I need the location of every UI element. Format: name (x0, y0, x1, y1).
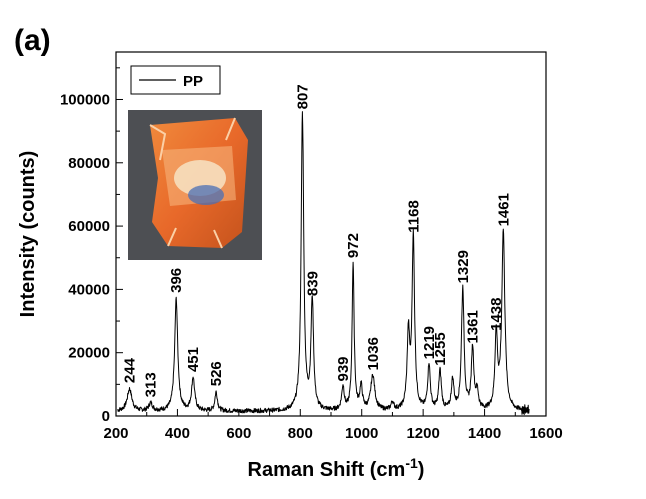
x-tick-label: 400 (165, 425, 190, 442)
y-tick-label: 60000 (68, 218, 110, 235)
x-axis-title-main: Raman Shift (cm (248, 459, 406, 481)
legend: PP (130, 65, 221, 95)
x-tick-label: 800 (288, 425, 313, 442)
spectrum-line-pp (117, 111, 530, 416)
x-axis-title-close: ) (418, 459, 425, 481)
peak-label-396: 396 (168, 268, 185, 293)
x-tick-label: 200 (103, 425, 128, 442)
y-tick-label: 0 (102, 408, 110, 425)
x-tick-label: 1000 (345, 425, 378, 442)
peak-label-1361: 1361 (465, 310, 482, 343)
peak-label-1329: 1329 (455, 250, 472, 283)
peak-labels: 2443133964515268078399399721036116812191… (122, 84, 513, 397)
peak-label-1168: 1168 (405, 200, 422, 233)
y-tick-label: 40000 (68, 281, 110, 298)
x-axis-title: Raman Shift (cm-1) (248, 455, 425, 481)
wrapper-logo-graphic (188, 185, 224, 205)
y-tick-label: 20000 (68, 345, 110, 362)
x-axis-ticks: 200 400 600 800 1000 1200 1400 1600 (103, 409, 563, 442)
peak-label-807: 807 (294, 84, 311, 109)
y-axis-title: Intensity (counts) (17, 151, 39, 318)
peak-label-839: 839 (304, 271, 321, 296)
peak-label-313: 313 (143, 372, 160, 397)
x-tick-label: 1200 (406, 425, 439, 442)
peak-label-1255: 1255 (432, 332, 449, 365)
peak-label-972: 972 (345, 233, 362, 258)
x-axis-title-superscript: -1 (405, 455, 418, 471)
x-tick-label: 600 (226, 425, 251, 442)
peak-label-451: 451 (185, 347, 202, 372)
peak-label-939: 939 (335, 356, 352, 381)
inset-photo (128, 110, 262, 260)
legend-label-pp: PP (183, 73, 203, 90)
y-axis-ticks: 0 20000 40000 60000 80000 100000 (60, 67, 123, 425)
peak-label-1219: 1219 (421, 326, 438, 359)
x-tick-label: 1400 (468, 425, 501, 442)
wrapper-crinkles (149, 117, 236, 249)
x-tick-label: 1600 (529, 425, 562, 442)
peak-label-1461: 1461 (495, 193, 512, 226)
peak-label-526: 526 (208, 361, 225, 386)
y-tick-label: 80000 (68, 155, 110, 172)
peak-label-1036: 1036 (365, 337, 382, 370)
y-tick-label: 100000 (60, 91, 110, 108)
panel-label: (a) (14, 24, 51, 57)
peak-label-244: 244 (122, 357, 139, 383)
peak-label-1438: 1438 (488, 297, 505, 330)
